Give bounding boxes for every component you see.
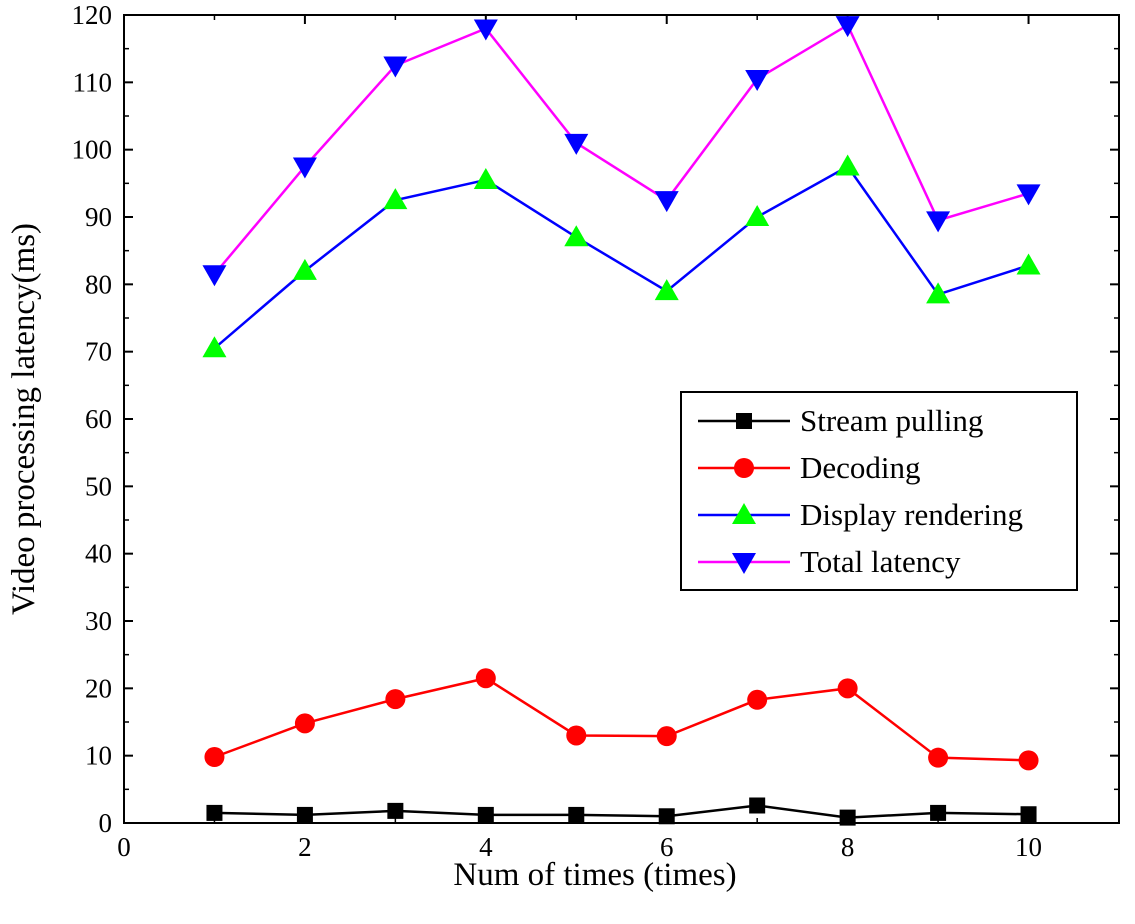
series-decoding (204, 668, 1039, 771)
data-point-decoding (294, 713, 315, 734)
y-tick-label: 80 (85, 269, 112, 299)
series-layer (202, 16, 1041, 826)
data-point-decoding (656, 726, 677, 747)
y-tick-label: 10 (85, 741, 112, 771)
legend-label: Total latency (800, 544, 961, 579)
data-point-stream-pulling (658, 808, 675, 825)
data-point-total-latency (745, 69, 770, 91)
data-point-total-latency (654, 191, 679, 213)
legend-label: Stream pulling (800, 403, 983, 438)
data-point-display-rendering (926, 282, 951, 304)
data-point-display-rendering (383, 188, 408, 210)
y-tick-label: 100 (72, 135, 113, 165)
legend-marker (732, 553, 756, 574)
y-tick-label: 40 (85, 539, 112, 569)
data-point-display-rendering (835, 154, 860, 176)
data-point-stream-pulling (387, 802, 404, 819)
data-point-decoding (475, 668, 496, 689)
data-point-total-latency (292, 157, 317, 179)
series-total-latency (202, 16, 1041, 287)
x-tick-label: 8 (841, 832, 855, 862)
legend-label: Display rendering (800, 497, 1023, 532)
legend: Stream pulling Decoding Display rendering T… (680, 391, 1078, 591)
y-tick-label: 0 (99, 808, 113, 838)
legend-marker (736, 413, 752, 429)
data-point-stream-pulling (749, 797, 766, 814)
data-point-decoding (928, 747, 949, 768)
series-line-stream-pulling (214, 804, 1029, 819)
series-display-rendering (202, 154, 1041, 358)
legend-item-stream-pulling: Stream pulling (698, 403, 983, 438)
data-point-stream-pulling (477, 806, 494, 823)
legend-marker (734, 458, 754, 478)
series-line-decoding (214, 676, 1029, 762)
data-point-total-latency (1016, 184, 1041, 206)
series-line-display-rendering (213, 164, 1029, 350)
data-point-stream-pulling (296, 806, 313, 823)
y-tick-label: 20 (85, 673, 112, 703)
legend-item-display-rendering: Display rendering (698, 497, 1023, 532)
series-stream-pulling (206, 797, 1037, 826)
y-tick-label: 50 (85, 471, 112, 501)
y-tick-label: 70 (85, 337, 112, 367)
legend-item-total-latency: Total latency (698, 544, 961, 579)
x-axis-title: Num of times (times) (453, 857, 736, 893)
data-point-total-latency (564, 133, 589, 155)
data-point-stream-pulling (568, 806, 585, 823)
data-point-stream-pulling (206, 804, 223, 821)
series-line-total-latency (213, 23, 1029, 276)
data-point-display-rendering (1016, 253, 1041, 275)
data-point-decoding (1018, 750, 1039, 771)
y-tick-label: 120 (72, 0, 113, 30)
data-point-decoding (204, 747, 225, 768)
data-point-stream-pulling (930, 804, 947, 821)
data-point-display-rendering (292, 258, 317, 280)
data-point-total-latency (473, 19, 498, 41)
data-point-total-latency (835, 16, 860, 38)
data-point-display-rendering (745, 205, 770, 226)
x-tick-label: 2 (298, 832, 312, 862)
data-point-decoding (837, 678, 858, 699)
x-tick-label: 0 (117, 832, 131, 862)
legend-item-decoding: Decoding (698, 450, 921, 485)
data-point-display-rendering (564, 225, 589, 247)
legend-items: Stream pulling Decoding Display rendering T… (698, 403, 1023, 579)
data-point-stream-pulling (839, 809, 856, 826)
data-point-stream-pulling (1020, 806, 1037, 823)
data-point-display-rendering (654, 279, 679, 301)
data-point-decoding (566, 725, 587, 746)
data-point-decoding (747, 689, 768, 710)
x-tick-label: 4 (479, 832, 493, 862)
y-tick-label: 90 (85, 202, 112, 232)
x-tick-label: 10 (1015, 832, 1042, 862)
legend-label: Decoding (800, 450, 921, 485)
data-point-decoding (385, 689, 406, 710)
legend-marker (732, 503, 756, 524)
data-point-total-latency (202, 265, 227, 287)
y-tick-label: 60 (85, 404, 112, 434)
x-tick-label: 6 (660, 832, 674, 862)
data-point-total-latency (926, 211, 951, 233)
data-point-display-rendering (202, 336, 227, 358)
y-tick-label: 30 (85, 606, 112, 636)
data-point-display-rendering (473, 167, 498, 189)
y-axis-title: Video processing latency(ms) (6, 223, 42, 615)
data-point-total-latency (383, 56, 408, 78)
y-tick-label: 110 (73, 67, 113, 97)
